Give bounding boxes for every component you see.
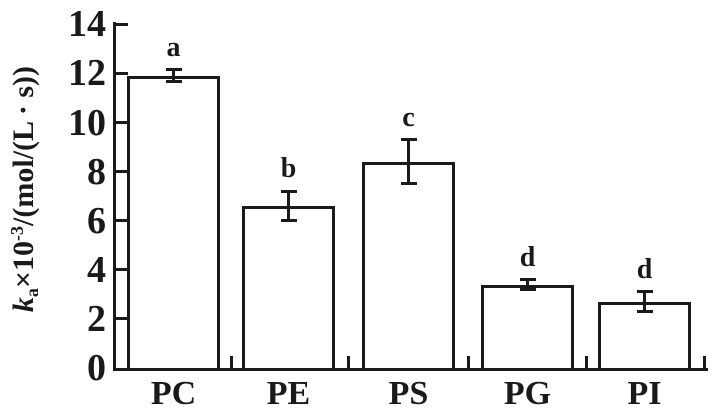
- x-tick-0: [229, 356, 233, 368]
- y-tick-label-6: 6: [87, 199, 106, 242]
- significance-letter-PC: a: [166, 31, 181, 63]
- error-bar-line-PC: [172, 69, 175, 82]
- error-bar-cap-bottom-PI: [636, 310, 653, 314]
- y-tick-label-10: 10: [68, 101, 106, 144]
- error-bar-cap-top-PE: [280, 189, 297, 193]
- x-category-label-PI: PI: [627, 375, 662, 412]
- y-axis-label-exponent: -3: [7, 225, 28, 241]
- bar-PG: [481, 284, 574, 371]
- x-axis-line: [113, 368, 708, 371]
- y-tick-10: [116, 121, 128, 124]
- error-bar-cap-bottom-PC: [165, 80, 182, 84]
- y-axis-label-symbol: k: [7, 297, 40, 313]
- y-tick-label-2: 2: [87, 297, 106, 340]
- x-category-label-PS: PS: [388, 375, 429, 412]
- y-tick-8: [116, 170, 128, 174]
- error-bar-cap-bottom-PG: [519, 287, 536, 291]
- x-category-label-PE: PE: [266, 375, 311, 412]
- error-bar-cap-top-PG: [519, 278, 536, 282]
- x-tick-1: [346, 356, 350, 368]
- error-bar-line-PG: [526, 279, 529, 290]
- error-bar-cap-top-PC: [165, 68, 182, 72]
- y-axis-label-subscript: a: [21, 288, 42, 298]
- significance-letter-PE: b: [280, 153, 297, 185]
- error-bar-cap-top-PS: [400, 138, 417, 142]
- y-axis-line: [113, 22, 116, 371]
- significance-letter-PI: d: [636, 253, 653, 285]
- y-tick-12: [116, 71, 128, 75]
- error-bar-cap-bottom-PS: [400, 182, 417, 186]
- y-tick-label-4: 4: [87, 248, 106, 291]
- y-tick-label-8: 8: [87, 150, 106, 193]
- y-axis-label-multiplier: ×10: [7, 240, 40, 289]
- x-tick-3: [584, 356, 588, 368]
- error-bar-line-PI: [643, 291, 646, 312]
- x-tick-2: [466, 356, 470, 368]
- y-tick-6: [116, 219, 128, 223]
- error-bar-line-PE: [287, 191, 290, 221]
- y-tick-14: [116, 22, 128, 26]
- y-tick-4: [116, 268, 128, 272]
- y-tick-label-12: 12: [68, 52, 106, 95]
- bar-PS: [362, 161, 455, 371]
- bar-PE: [242, 205, 335, 371]
- significance-letter-PG: d: [519, 241, 536, 273]
- y-tick-label-0: 0: [87, 347, 106, 389]
- error-bar-cap-top-PI: [636, 290, 653, 294]
- error-bar-cap-bottom-PE: [280, 219, 297, 223]
- y-tick-label-14: 14: [68, 3, 106, 46]
- y-tick-2: [116, 317, 128, 321]
- x-category-label-PG: PG: [503, 375, 552, 412]
- x-tick-4: [702, 356, 706, 368]
- bar-PC: [127, 75, 220, 371]
- y-axis-label-units: /(mol/(L · s)): [7, 65, 40, 226]
- error-bar-line-PS: [407, 139, 410, 184]
- significance-letter-PS: c: [402, 101, 415, 133]
- x-category-label-PC: PC: [150, 375, 197, 412]
